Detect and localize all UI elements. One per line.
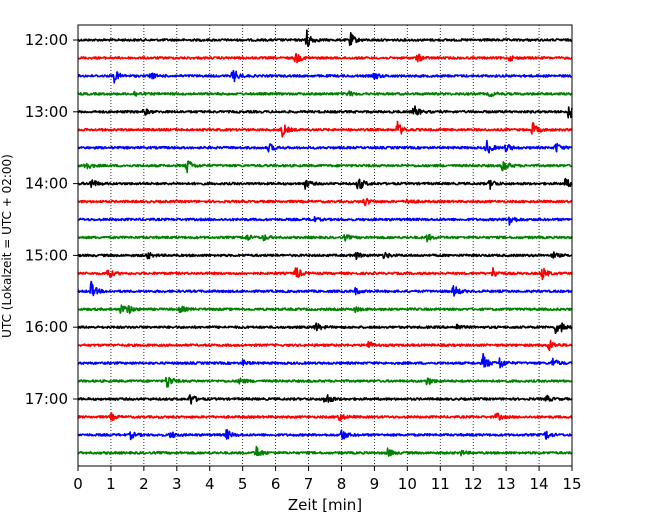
x-tick-label: 12 [464,475,483,493]
seismic-trace-line [77,233,573,243]
x-tick-label: 11 [431,475,450,493]
seismic-trace-line [77,53,573,64]
seismic-trace-line [77,160,573,174]
seismic-trace-line [77,280,573,297]
seismic-trace-line [77,339,573,352]
seismic-trace-line [77,90,573,98]
x-tick-label: 14 [530,475,549,493]
y-axis-label: UTC (Lokalzeit = UTC + 02:00) [0,154,14,338]
x-tick-label: 7 [304,475,314,493]
seismic-trace-line [77,139,573,154]
plot-frame [77,24,573,467]
x-tick-label: 5 [238,475,248,493]
x-axis-label: Zeit [min] [288,496,362,514]
x-tick-label: 3 [172,475,182,493]
seismic-trace-line [77,445,573,457]
x-axis: 0 1 2 3 4 5 6 7 8 9 10 11 12 13 14 15 [73,466,582,493]
seismic-trace-line [77,267,573,281]
seismic-trace-line [77,412,573,422]
seismic-trace-line [77,322,573,335]
seismic-trace-line [77,394,573,405]
y-tick-label: 17:00 [25,390,68,408]
x-tick-label: 4 [205,475,215,493]
seismic-trace-line [77,215,573,226]
seismic-trace-line [77,105,573,119]
y-tick-label: 12:00 [25,31,68,49]
x-tick-label: 1 [106,475,116,493]
seismic-trace-line [77,352,573,369]
y-tick-label: 13:00 [25,103,68,121]
x-tick-label: 8 [337,475,347,493]
seismic-trace-line [77,429,573,441]
y-tick-label: 15:00 [25,246,68,264]
x-tick-label: 10 [398,475,417,493]
x-tick-label: 13 [497,475,516,493]
plot-background [78,25,572,466]
seismic-trace-line [77,304,573,315]
y-axis: 12:00 13:00 14:00 15:00 16:00 17:00 [25,31,78,408]
x-tick-label: 15 [562,475,581,493]
x-tick-label: 9 [370,475,380,493]
y-tick-label: 16:00 [25,318,68,336]
seismic-trace-line [77,177,573,190]
x-tick-label: 6 [271,475,281,493]
seismic-trace-line [77,29,573,48]
seismic-trace-line [77,251,573,261]
x-tick-label: 0 [73,475,83,493]
seismic-trace-line [77,197,573,207]
seismic-trace-line [77,69,573,84]
trace-group [77,29,573,457]
seismic-trace-line [77,376,573,388]
x-tick-label: 2 [139,475,149,493]
y-tick-label: 14:00 [25,175,68,193]
seismic-trace-line [77,120,573,138]
